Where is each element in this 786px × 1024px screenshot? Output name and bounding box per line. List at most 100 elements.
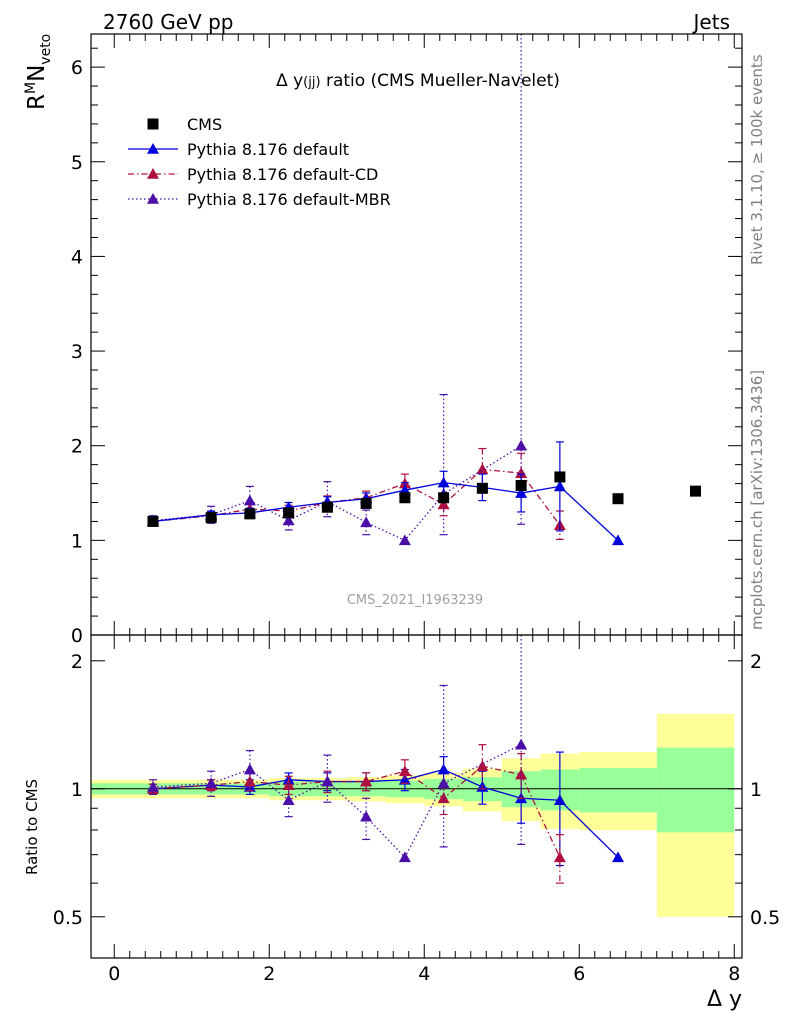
legend: CMS Pythia 8.176 default Pythia 8.176 defa… <box>128 115 391 209</box>
main-default-line <box>152 481 619 541</box>
ratio-mbr-point-3 <box>282 794 295 806</box>
ratio-ytick-label-right-0.5: 0.5 <box>750 907 780 929</box>
main-ytick-label-6: 6 <box>71 57 83 79</box>
main-cms-point-11 <box>612 493 624 505</box>
main-cms-point-4 <box>321 501 333 513</box>
ratio-default-point-7 <box>437 763 450 775</box>
main-ytick-label-4: 4 <box>71 246 83 268</box>
mcplots-label: mcplots.cern.ch [arXiv:1306.3436] <box>748 370 766 630</box>
ratio-mbr-point-0 <box>147 780 159 792</box>
main-mbr-line <box>152 445 522 542</box>
main-cms-point-12 <box>690 485 701 497</box>
legend-label-3: Pythia 8.176 default-MBR <box>187 190 391 209</box>
ratio-xtick-label-0: 0 <box>108 963 120 985</box>
main-cms-group <box>147 471 701 527</box>
band-green-11 <box>579 767 657 813</box>
main-default-point-7 <box>437 476 450 488</box>
legend-label-1: Pythia 8.176 default <box>187 140 349 159</box>
ratio-ytick-label-right-1: 1 <box>750 779 762 801</box>
main-cms-point-10 <box>554 471 566 483</box>
ratio-mbr-point-2 <box>243 763 256 775</box>
ratio-ytick-label-left-2: 2 <box>71 651 83 673</box>
ratio-default-point-10 <box>553 794 566 806</box>
ratio-ytick-label-left-0.5: 0.5 <box>53 907 83 929</box>
main-default-point-10 <box>553 480 566 492</box>
ratio-mbr-point-4 <box>321 775 334 787</box>
main-cms-point-0 <box>147 515 159 527</box>
main-cd-group <box>147 447 566 541</box>
main-ytick-label-0: 0 <box>71 625 83 647</box>
ratio-ylabel: Ratio to CMS <box>23 779 41 875</box>
main-mbr-group <box>147 34 528 546</box>
ratio-xtick-label-6: 6 <box>573 963 585 985</box>
ratio-cd-point-10 <box>553 851 566 863</box>
ratio-cd-point-6 <box>398 765 411 777</box>
main-ytick-label-5: 5 <box>71 152 83 174</box>
ratio-mbr-point-5 <box>360 810 373 822</box>
analysis-label: CMS_2021_I1963239 <box>347 593 483 608</box>
main-mbr-point-2 <box>243 494 256 506</box>
ratio-default-point-2 <box>243 780 256 792</box>
main-ytick-label-1: 1 <box>71 530 83 552</box>
main-cd-line <box>152 468 561 526</box>
main-ylabel: RMNveto <box>23 34 54 110</box>
main-cms-point-8 <box>476 482 488 494</box>
main-ytick-label-3: 3 <box>71 341 83 363</box>
header-right: Jets <box>692 10 730 34</box>
main-cms-point-2 <box>244 508 256 520</box>
main-cms-point-1 <box>205 512 217 524</box>
ratio-mbr-point-8 <box>515 738 528 750</box>
ratio-xtick-label-8: 8 <box>728 963 740 985</box>
ratio-cd-point-5 <box>360 775 373 787</box>
uncertainty-bands <box>91 713 735 917</box>
main-mbr-point-5 <box>360 516 373 528</box>
ratio-plot-series <box>147 635 624 884</box>
ratio-cd-point-8 <box>476 760 489 772</box>
legend-marker-0 <box>147 118 159 130</box>
header-left: 2760 GeV pp <box>103 10 234 34</box>
main-plot-series <box>147 34 701 546</box>
ratio-plot-frame <box>90 634 743 959</box>
ratio-cd-point-9 <box>515 768 528 780</box>
ratio-mbr-point-7 <box>437 777 450 789</box>
ratio-xtick-label-4: 4 <box>418 963 430 985</box>
ratio-default-line <box>152 768 619 858</box>
legend-marker-3 <box>147 193 159 204</box>
main-title: Δ y(jj) ratio (CMS Mueller-Navelet) <box>276 71 560 91</box>
ratio-mbr-group <box>147 635 528 863</box>
ratio-xtick-label-2: 2 <box>263 963 275 985</box>
legend-label-2: Pythia 8.176 default-CD <box>187 165 378 184</box>
main-mbr-point-6 <box>398 534 411 546</box>
legend-entry-2: Pythia 8.176 default-CD <box>128 165 378 184</box>
ratio-cd-point-2 <box>243 775 256 787</box>
ratio-ytick-label-left-1: 1 <box>71 779 83 801</box>
ratio-mbr-point-6 <box>398 851 411 863</box>
main-cms-point-7 <box>438 492 450 504</box>
ratio-ytick-label-right-2: 2 <box>750 651 762 673</box>
axis-ticks: 0 1 2 3 4 5 6 0.5 0.5 1 1 2 2 0 2 4 6 8 <box>53 34 780 985</box>
main-mbr-point-8 <box>515 439 528 451</box>
x-axis-label: Δ y <box>707 987 742 1012</box>
ratio-default-point-11 <box>612 851 624 863</box>
main-cms-point-3 <box>283 507 295 519</box>
main-default-point-9 <box>515 487 528 498</box>
legend-entry-3: Pythia 8.176 default-MBR <box>128 190 391 209</box>
ratio-cd-line <box>152 765 561 858</box>
ratio-mbr-point-1 <box>205 777 218 789</box>
band-green-12 <box>656 747 735 833</box>
main-default-group <box>147 441 624 546</box>
main-cd-point-9 <box>515 467 528 478</box>
main-cms-point-9 <box>515 479 527 491</box>
legend-marker-1 <box>147 143 159 154</box>
plot-frames <box>90 33 743 959</box>
legend-entry-0: CMS <box>147 115 222 134</box>
main-ytick-label-2: 2 <box>71 436 83 458</box>
main-default-point-11 <box>612 534 624 546</box>
main-cms-point-5 <box>360 497 372 509</box>
main-mbr-point-3 <box>282 514 295 526</box>
main-cms-point-6 <box>399 492 411 504</box>
legend-label-0: CMS <box>187 115 222 134</box>
legend-entry-1: Pythia 8.176 default <box>128 140 349 159</box>
legend-marker-2 <box>147 168 159 179</box>
